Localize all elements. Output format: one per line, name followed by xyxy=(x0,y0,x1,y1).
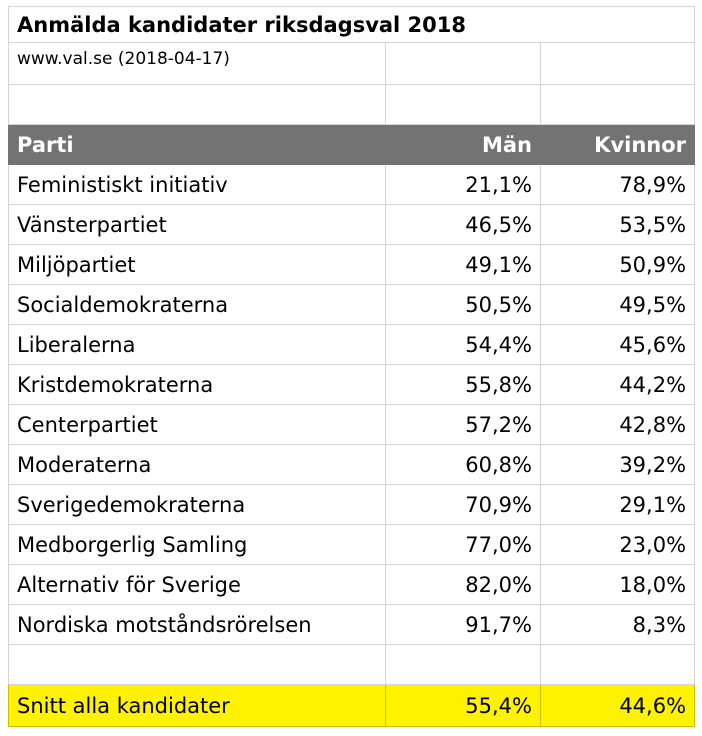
table-row: Miljöpartiet 49,1% 50,9% xyxy=(8,244,696,285)
men-share-cell: 60,8% xyxy=(385,444,541,485)
table-row: Vänsterpartiet 46,5% 53,5% xyxy=(8,204,696,245)
women-share-cell: 45,6% xyxy=(539,324,696,365)
men-share-cell: 55,8% xyxy=(385,364,541,405)
party-name-cell: Vänsterpartiet xyxy=(8,204,386,245)
men-share-cell: 46,5% xyxy=(385,204,541,245)
table-row: Medborgerlig Samling 77,0% 23,0% xyxy=(8,524,696,565)
table-row: Moderaterna 60,8% 39,2% xyxy=(8,444,696,485)
column-header-party: Parti xyxy=(8,124,386,165)
men-share-cell: 50,5% xyxy=(385,284,541,325)
empty-cell xyxy=(539,644,696,685)
party-name-cell: Feministiskt initiativ xyxy=(8,164,386,205)
title-row: Anmälda kandidater riksdagsval 2018 xyxy=(7,6,696,43)
men-share-cell: 91,7% xyxy=(385,604,541,645)
women-share-cell: 44,2% xyxy=(539,364,696,405)
party-rows: Feministiskt initiativ 21,1% 78,9% Vänsterp… xyxy=(8,164,696,645)
party-name-cell: Nordiska motståndsrörelsen xyxy=(8,604,386,645)
women-share-cell: 29,1% xyxy=(539,484,696,525)
women-share-cell: 53,5% xyxy=(539,204,696,245)
average-women: 44,6% xyxy=(539,684,696,727)
candidate-table-sheet: Anmälda kandidater riksdagsval 2018 www.… xyxy=(7,6,696,727)
women-share-cell: 39,2% xyxy=(539,444,696,485)
party-name-cell: Sverigedemokraterna xyxy=(8,484,386,525)
table-row: Socialdemokraterna 50,5% 49,5% xyxy=(8,284,696,325)
women-share-cell: 50,9% xyxy=(539,244,696,285)
empty-cell xyxy=(385,42,541,85)
average-row: Snitt alla kandidater 55,4% 44,6% xyxy=(8,684,696,727)
table-row: Kristdemokraterna 55,8% 44,2% xyxy=(8,364,696,405)
spacer-row xyxy=(8,84,696,125)
women-share-cell: 42,8% xyxy=(539,404,696,445)
party-name-cell: Kristdemokraterna xyxy=(8,364,386,405)
empty-cell xyxy=(385,84,541,125)
women-share-cell: 49,5% xyxy=(539,284,696,325)
empty-cell xyxy=(8,84,386,125)
party-name-cell: Socialdemokraterna xyxy=(8,284,386,325)
men-share-cell: 54,4% xyxy=(385,324,541,365)
men-share-cell: 70,9% xyxy=(385,484,541,525)
column-header-men: Män xyxy=(385,124,541,165)
table-row: Feministiskt initiativ 21,1% 78,9% xyxy=(8,164,696,205)
women-share-cell: 23,0% xyxy=(539,524,696,565)
source-row: www.val.se (2018-04-17) xyxy=(8,42,696,85)
party-name-cell: Centerpartiet xyxy=(8,404,386,445)
women-share-cell: 78,9% xyxy=(539,164,696,205)
average-label: Snitt alla kandidater xyxy=(8,684,386,727)
table-row: Liberalerna 54,4% 45,6% xyxy=(8,324,696,365)
table-row: Centerpartiet 57,2% 42,8% xyxy=(8,404,696,445)
source-text: www.val.se (2018-04-17) xyxy=(8,42,386,85)
party-name-cell: Medborgerlig Samling xyxy=(8,524,386,565)
party-name-cell: Moderaterna xyxy=(8,444,386,485)
average-men: 55,4% xyxy=(385,684,541,727)
table-row: Alternativ för Sverige 82,0% 18,0% xyxy=(8,564,696,605)
party-name-cell: Liberalerna xyxy=(8,324,386,365)
party-name-cell: Miljöpartiet xyxy=(8,244,386,285)
spacer-row xyxy=(8,644,696,685)
table-row: Sverigedemokraterna 70,9% 29,1% xyxy=(8,484,696,525)
header-row: Parti Män Kvinnor xyxy=(8,124,696,165)
table-row: Nordiska motståndsrörelsen 91,7% 8,3% xyxy=(8,604,696,645)
empty-cell xyxy=(539,42,696,85)
empty-cell xyxy=(539,84,696,125)
women-share-cell: 8,3% xyxy=(539,604,696,645)
men-share-cell: 49,1% xyxy=(385,244,541,285)
men-share-cell: 77,0% xyxy=(385,524,541,565)
women-share-cell: 18,0% xyxy=(539,564,696,605)
empty-cell xyxy=(385,644,541,685)
table-title: Anmälda kandidater riksdagsval 2018 xyxy=(7,6,696,43)
column-header-women: Kvinnor xyxy=(539,124,696,165)
candidate-gender-table: Anmälda kandidater riksdagsval 2018 www.… xyxy=(7,6,696,727)
men-share-cell: 82,0% xyxy=(385,564,541,605)
empty-cell xyxy=(8,644,386,685)
party-name-cell: Alternativ för Sverige xyxy=(8,564,386,605)
men-share-cell: 21,1% xyxy=(385,164,541,205)
men-share-cell: 57,2% xyxy=(385,404,541,445)
